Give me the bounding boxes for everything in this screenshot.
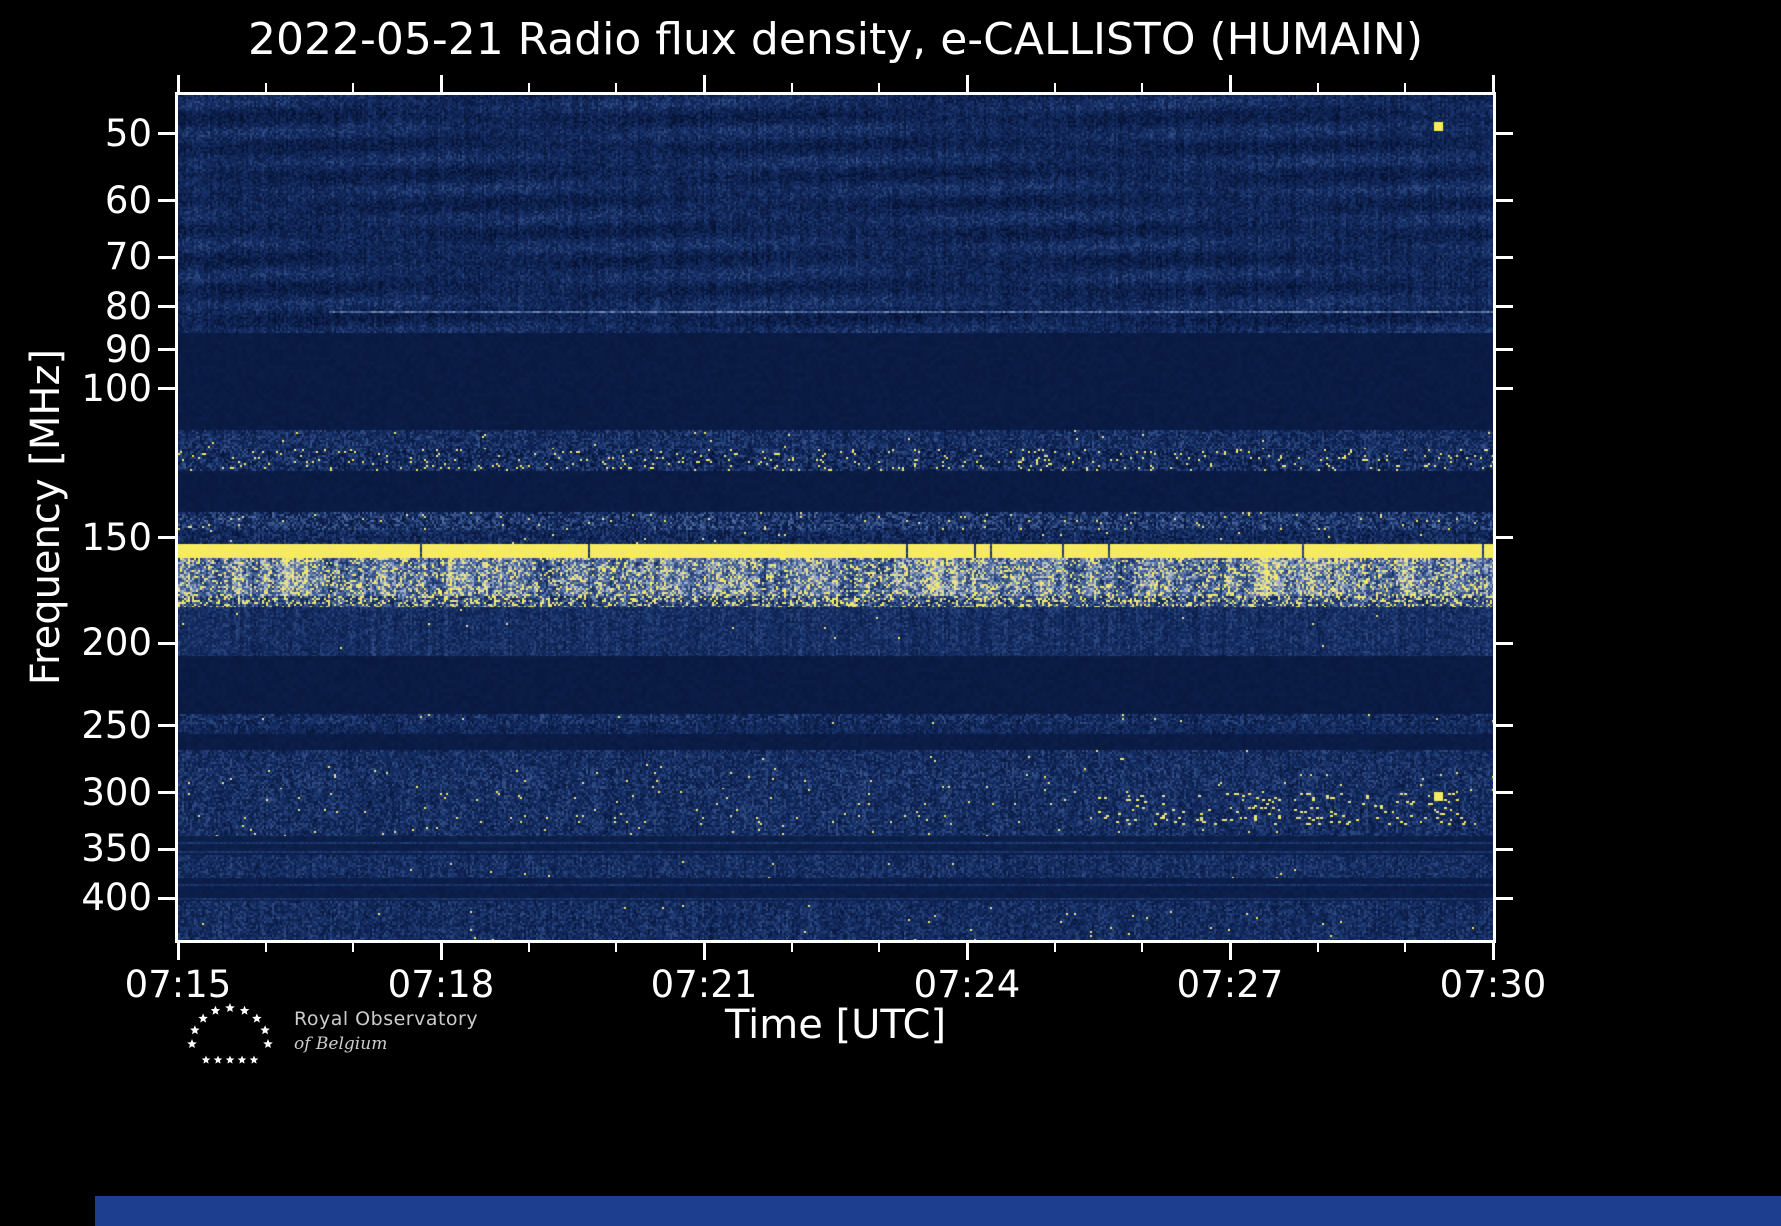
x-minor-tick-mark <box>1404 943 1407 952</box>
x-tick-mark <box>965 943 969 960</box>
y-tick-label: 50 <box>104 111 152 155</box>
logo-text-line1: Royal Observatory <box>294 1008 479 1030</box>
x-tick-mark <box>1228 943 1232 960</box>
y-tick-mark-right <box>1496 387 1513 391</box>
y-tick-mark <box>158 641 175 645</box>
x-minor-tick-mark-top <box>527 83 530 92</box>
y-tick-mark-right <box>1496 348 1513 352</box>
x-minor-tick-mark <box>790 943 793 952</box>
x-tick-label: 07:27 <box>1176 963 1284 1006</box>
x-tick-label: 07:15 <box>124 963 232 1006</box>
y-tick-mark-right <box>1496 724 1513 727</box>
x-tick-mark <box>1491 943 1495 960</box>
x-minor-tick-mark-top <box>1316 83 1319 92</box>
x-minor-tick-mark <box>1141 943 1144 952</box>
y-tick-mark-right <box>1496 896 1513 900</box>
y-tick-mark-right <box>1496 641 1513 645</box>
x-minor-tick-mark-top <box>615 83 618 92</box>
y-tick-label: 80 <box>104 284 152 328</box>
x-minor-tick-mark <box>615 943 618 952</box>
x-minor-tick-mark <box>264 943 267 952</box>
y-tick-mark-right <box>1496 255 1513 259</box>
y-tick-label: 60 <box>104 178 152 222</box>
rob-logo: Royal Observatory of Belgium <box>182 994 478 1068</box>
y-tick-mark <box>158 199 175 203</box>
x-tick-label: 07:24 <box>913 963 1021 1006</box>
x-minor-tick-mark <box>1053 943 1056 952</box>
x-minor-tick-mark-top <box>1404 83 1407 92</box>
x-minor-tick-mark-top <box>352 83 355 92</box>
y-tick-label: 400 <box>81 876 152 920</box>
y-tick-label: 250 <box>81 703 152 747</box>
x-tick-label: 07:21 <box>650 963 758 1006</box>
y-tick-label: 300 <box>81 770 152 814</box>
y-tick-mark <box>158 724 175 727</box>
chart-title: 2022-05-21 Radio flux density, e-CALLIST… <box>247 14 1424 65</box>
x-minor-tick-mark <box>1316 943 1319 952</box>
y-tick-mark <box>158 791 175 795</box>
x-minor-tick-mark <box>878 943 881 952</box>
x-tick-mark-top <box>1491 75 1495 92</box>
y-tick-label: 350 <box>81 827 152 871</box>
y-tick-mark-right <box>1496 132 1513 136</box>
x-tick-label: 07:30 <box>1439 963 1547 1006</box>
x-tick-mark <box>439 943 443 960</box>
y-tick-mark-right <box>1496 536 1513 540</box>
x-axis-label: Time [UTC] <box>724 1002 947 1048</box>
y-tick-mark <box>158 132 175 136</box>
y-tick-mark <box>158 348 175 352</box>
rob-stars-icon <box>187 1003 273 1064</box>
x-minor-tick-mark-top <box>878 83 881 92</box>
y-tick-mark <box>158 387 175 391</box>
y-tick-label: 100 <box>81 366 152 410</box>
y-tick-mark <box>158 255 175 259</box>
y-tick-mark <box>158 896 175 900</box>
x-tick-mark <box>702 943 706 960</box>
x-minor-tick-mark <box>352 943 355 952</box>
x-tick-label: 07:18 <box>387 963 495 1006</box>
x-minor-tick-mark-top <box>264 83 267 92</box>
x-minor-tick-mark <box>527 943 530 952</box>
x-tick-mark-top <box>702 75 706 92</box>
y-tick-mark <box>158 536 175 540</box>
y-tick-mark-right <box>1496 199 1513 203</box>
y-tick-mark-right <box>1496 305 1513 309</box>
rob-logo-text: Royal Observatory of Belgium <box>294 1008 478 1054</box>
logo-text-line2: of Belgium <box>294 1034 388 1054</box>
spectrogram-heatmap <box>178 95 1493 940</box>
x-tick-mark <box>176 943 180 960</box>
x-tick-mark-top <box>1228 75 1232 92</box>
y-tick-label: 90 <box>104 327 152 371</box>
x-tick-mark-top <box>439 75 443 92</box>
bottom-blue-strip <box>95 1196 1781 1226</box>
x-minor-tick-mark-top <box>790 83 793 92</box>
y-tick-mark-right <box>1496 791 1513 795</box>
y-tick-label: 70 <box>104 235 152 279</box>
x-tick-mark-top <box>965 75 969 92</box>
y-tick-mark <box>158 305 175 309</box>
x-tick-mark-top <box>176 75 180 92</box>
y-tick-mark <box>158 847 175 851</box>
y-tick-mark-right <box>1496 847 1513 851</box>
x-minor-tick-mark-top <box>1053 83 1056 92</box>
y-tick-label: 200 <box>81 621 152 665</box>
x-minor-tick-mark-top <box>1141 83 1144 92</box>
y-tick-label: 150 <box>81 515 152 559</box>
